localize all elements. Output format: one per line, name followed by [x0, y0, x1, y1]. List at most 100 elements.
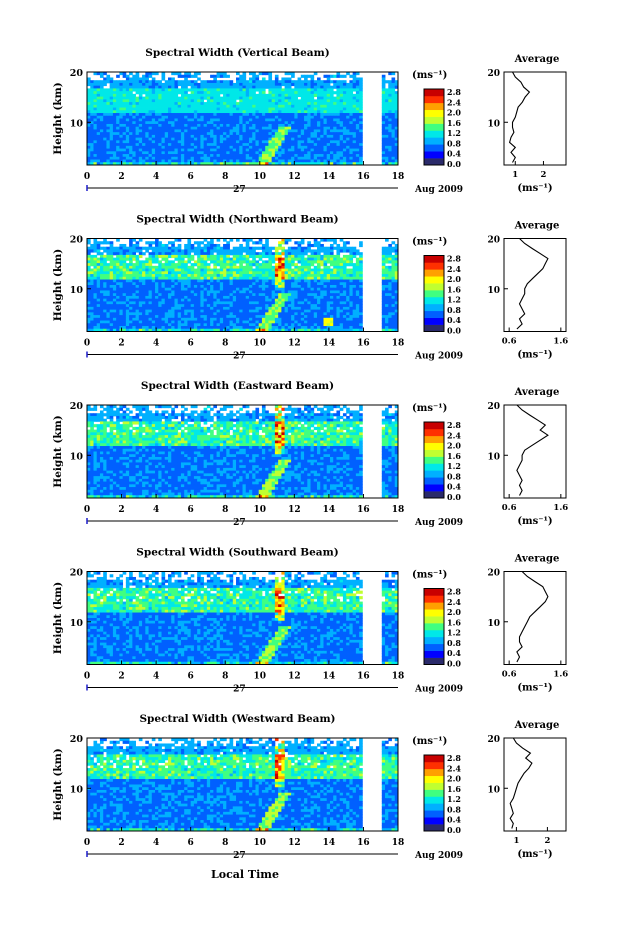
- heatmap-cell: [232, 96, 237, 100]
- heatmap-cell: [310, 134, 315, 139]
- heatmap-cell: [333, 145, 337, 149]
- heatmap-cell: [310, 91, 315, 95]
- heatmap-cell: [284, 260, 289, 264]
- heatmap-cell: [271, 80, 276, 84]
- heatmap-cell: [99, 145, 104, 149]
- heatmap-cell: [394, 143, 399, 147]
- heatmap-cell: [158, 298, 162, 302]
- heatmap-cell: [391, 162, 396, 166]
- heatmap-cell: [223, 279, 227, 283]
- heatmap-cell: [313, 271, 318, 275]
- heatmap-cell: [385, 145, 389, 149]
- heatmap-cell: [304, 74, 308, 78]
- heatmap-cell: [87, 107, 91, 111]
- heatmap-cell: [135, 126, 140, 130]
- heatmap-cell: [155, 104, 159, 108]
- heatmap-cell: [349, 304, 354, 308]
- heatmap-cell: [142, 271, 146, 275]
- heatmap-cell: [151, 249, 156, 253]
- heatmap-cell: [229, 99, 234, 103]
- heatmap-cell: [385, 268, 389, 272]
- heatmap-cell: [242, 74, 247, 78]
- heatmap-cell: [304, 287, 308, 291]
- heatmap-cell: [158, 304, 162, 308]
- heatmap-cell: [174, 145, 179, 149]
- heatmap-cell: [197, 159, 201, 163]
- heatmap-cell: [119, 104, 124, 108]
- heatmap-cell: [339, 74, 344, 78]
- heatmap-cell: [93, 162, 98, 166]
- heatmap-cell: [385, 132, 389, 136]
- heatmap-cell: [278, 260, 282, 264]
- heatmap-cell: [294, 134, 298, 139]
- heatmap-cell: [93, 257, 98, 261]
- heatmap-cell: [106, 110, 111, 114]
- heatmap-cell: [200, 282, 205, 286]
- heatmap-cell: [284, 140, 289, 144]
- heatmap-cell: [239, 93, 243, 98]
- heatmap-cell: [125, 123, 130, 128]
- heatmap-cell: [142, 121, 146, 125]
- heatmap-cell: [394, 290, 399, 294]
- heatmap-cell: [339, 154, 344, 158]
- heatmap-cell: [148, 82, 153, 87]
- heatmap-cell: [394, 271, 399, 275]
- heatmap-cell: [142, 99, 146, 103]
- heatmap-cell: [197, 107, 201, 111]
- heatmap-cell: [323, 110, 328, 114]
- heatmap-cell: [184, 145, 188, 149]
- heatmap-cell: [339, 293, 344, 297]
- heatmap-cell: [99, 301, 104, 305]
- heatmap-cell: [99, 88, 104, 92]
- heatmap-cell: [291, 254, 295, 259]
- heatmap-cell: [248, 162, 253, 166]
- heatmap-cell: [145, 80, 149, 84]
- heatmap-cell: [359, 151, 363, 155]
- heatmap-cell: [151, 298, 156, 302]
- heatmap-cell: [245, 140, 250, 144]
- heatmap-cell: [190, 121, 195, 125]
- heatmap-cell: [261, 290, 266, 294]
- heatmap-cell: [223, 121, 227, 125]
- heatmap-cell: [388, 154, 392, 158]
- heatmap-cell: [161, 107, 166, 111]
- heatmap-cell: [148, 113, 153, 117]
- heatmap-cell: [161, 134, 166, 139]
- heatmap-cell: [148, 276, 153, 280]
- heatmap-cell: [112, 140, 117, 144]
- heatmap-cell: [206, 91, 211, 95]
- heatmap-cell: [359, 257, 363, 261]
- heatmap-cell: [261, 287, 266, 291]
- heatmap-cell: [385, 159, 389, 163]
- heatmap-cell: [242, 118, 247, 122]
- heatmap-cell: [116, 156, 120, 160]
- heatmap-cell: [177, 123, 182, 128]
- heatmap-cell: [307, 148, 311, 152]
- heatmap-cell: [203, 145, 208, 149]
- heatmap-cell: [106, 285, 111, 289]
- heatmap-cell: [109, 91, 114, 95]
- heatmap-cell: [320, 279, 324, 283]
- heatmap-cell: [310, 254, 315, 259]
- heatmap-cell: [132, 148, 136, 152]
- heatmap-cell: [135, 123, 140, 128]
- heatmap-cell: [239, 257, 243, 261]
- heatmap-cell: [135, 137, 140, 141]
- heatmap-cell: [326, 268, 331, 272]
- heatmap-cell: [90, 279, 94, 283]
- heatmap-cell: [242, 85, 247, 89]
- heatmap-cell: [187, 115, 192, 119]
- heatmap-cell: [278, 126, 282, 130]
- heatmap-cell: [232, 145, 237, 149]
- heatmap-cell: [278, 254, 282, 259]
- heatmap-cell: [96, 246, 101, 250]
- heatmap-cell: [352, 159, 357, 163]
- heatmap-cell: [339, 263, 344, 267]
- heatmap-cell: [391, 110, 396, 114]
- heatmap-cell: [138, 77, 143, 81]
- heatmap-cell: [268, 143, 273, 147]
- heatmap-cell: [122, 88, 127, 92]
- heatmap-cell: [142, 74, 146, 78]
- heatmap-cell: [258, 241, 263, 245]
- heatmap-cell: [245, 290, 250, 294]
